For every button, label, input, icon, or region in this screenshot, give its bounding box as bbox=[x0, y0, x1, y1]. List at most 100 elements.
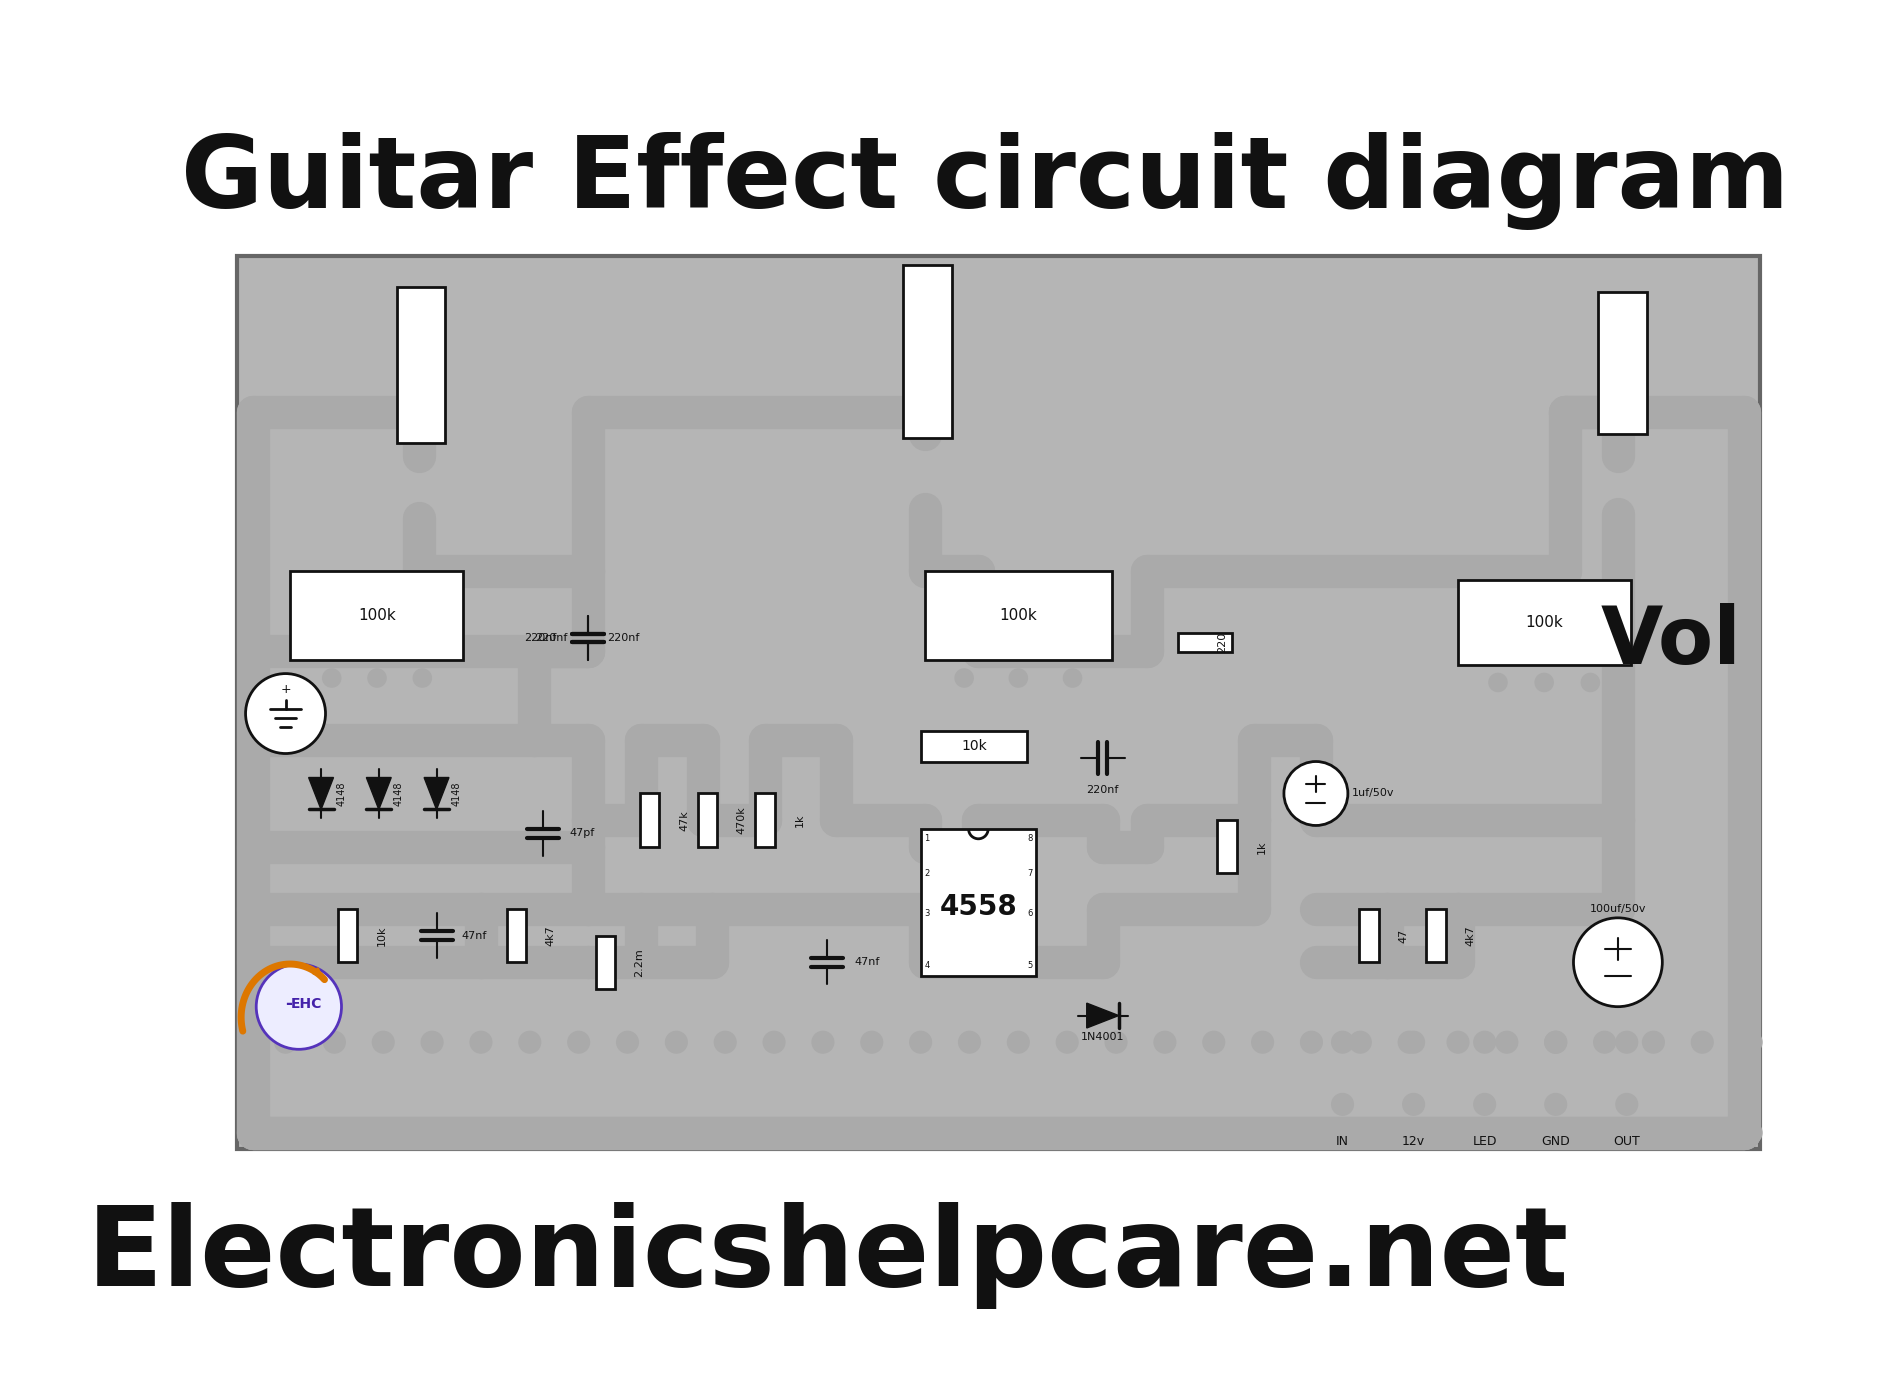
Bar bbox=[926, 571, 1112, 660]
Circle shape bbox=[967, 641, 988, 662]
Circle shape bbox=[1250, 1122, 1275, 1144]
Circle shape bbox=[256, 965, 341, 1049]
Circle shape bbox=[1243, 809, 1265, 831]
Text: 220nf: 220nf bbox=[1087, 784, 1119, 795]
Circle shape bbox=[1136, 809, 1157, 831]
Circle shape bbox=[1607, 400, 1628, 423]
Circle shape bbox=[1607, 809, 1628, 831]
Circle shape bbox=[1377, 952, 1398, 973]
Bar bbox=[1178, 632, 1231, 652]
Circle shape bbox=[967, 837, 988, 858]
Circle shape bbox=[1203, 1122, 1225, 1144]
Text: 10k: 10k bbox=[962, 739, 986, 753]
Circle shape bbox=[1544, 1030, 1567, 1054]
Text: EHC: EHC bbox=[290, 997, 322, 1011]
Bar bbox=[1427, 909, 1446, 962]
Polygon shape bbox=[309, 777, 334, 809]
Bar bbox=[1459, 580, 1631, 664]
Circle shape bbox=[1398, 1122, 1421, 1144]
Bar bbox=[596, 935, 615, 988]
Circle shape bbox=[1447, 1122, 1470, 1144]
Text: 4558: 4558 bbox=[939, 892, 1017, 920]
Circle shape bbox=[1607, 445, 1628, 467]
Circle shape bbox=[1690, 1122, 1713, 1144]
Text: Guitar Effect circuit diagram: Guitar Effect circuit diagram bbox=[182, 132, 1789, 229]
Circle shape bbox=[1474, 1122, 1497, 1144]
Text: 12v: 12v bbox=[1402, 1136, 1425, 1148]
Circle shape bbox=[408, 507, 429, 528]
Text: Vol: Vol bbox=[1601, 603, 1741, 681]
Circle shape bbox=[1093, 952, 1114, 973]
Circle shape bbox=[1402, 1093, 1425, 1116]
Circle shape bbox=[1447, 952, 1468, 973]
Text: 10k: 10k bbox=[378, 926, 387, 945]
Circle shape bbox=[967, 809, 988, 831]
Circle shape bbox=[812, 1030, 835, 1054]
Circle shape bbox=[713, 1030, 736, 1054]
Circle shape bbox=[1284, 762, 1349, 826]
Text: LED: LED bbox=[1472, 1136, 1497, 1148]
Bar bbox=[237, 256, 1760, 1148]
Circle shape bbox=[1250, 1030, 1275, 1054]
Circle shape bbox=[1007, 1122, 1030, 1144]
Circle shape bbox=[909, 1122, 931, 1144]
Circle shape bbox=[1474, 1093, 1497, 1116]
Text: 1: 1 bbox=[924, 834, 930, 844]
Circle shape bbox=[1055, 1030, 1079, 1054]
Circle shape bbox=[1062, 669, 1083, 688]
Circle shape bbox=[408, 445, 429, 467]
Circle shape bbox=[368, 669, 387, 688]
Circle shape bbox=[617, 1030, 639, 1054]
Text: 47nf: 47nf bbox=[461, 931, 488, 941]
Circle shape bbox=[1614, 1122, 1639, 1144]
Text: GND: GND bbox=[1542, 1136, 1571, 1148]
Bar bbox=[1599, 292, 1647, 434]
Bar bbox=[506, 909, 525, 962]
Circle shape bbox=[243, 837, 264, 858]
Circle shape bbox=[1593, 1030, 1616, 1054]
Circle shape bbox=[914, 898, 935, 920]
Circle shape bbox=[1136, 837, 1157, 858]
Text: 5: 5 bbox=[1028, 962, 1032, 970]
Circle shape bbox=[1136, 560, 1157, 582]
Polygon shape bbox=[425, 777, 450, 809]
Text: 47: 47 bbox=[1398, 929, 1408, 942]
Circle shape bbox=[1573, 917, 1662, 1006]
Circle shape bbox=[763, 1122, 785, 1144]
Bar bbox=[920, 731, 1026, 762]
Text: 1k: 1k bbox=[795, 813, 804, 827]
Circle shape bbox=[812, 1122, 835, 1144]
Circle shape bbox=[1349, 1030, 1372, 1054]
Text: IN: IN bbox=[1335, 1136, 1349, 1148]
Text: 220nf: 220nf bbox=[535, 632, 567, 644]
Text: 47k: 47k bbox=[679, 810, 689, 830]
Bar bbox=[338, 909, 357, 962]
Bar bbox=[639, 794, 660, 847]
Circle shape bbox=[243, 898, 264, 920]
Circle shape bbox=[755, 730, 776, 751]
Circle shape bbox=[577, 837, 598, 858]
Circle shape bbox=[914, 560, 935, 582]
Circle shape bbox=[755, 809, 776, 831]
Circle shape bbox=[1402, 1030, 1425, 1054]
Text: +: + bbox=[281, 682, 290, 696]
Circle shape bbox=[859, 1030, 884, 1054]
Circle shape bbox=[322, 669, 341, 688]
Circle shape bbox=[412, 669, 433, 688]
Circle shape bbox=[469, 1030, 493, 1054]
Circle shape bbox=[469, 1122, 493, 1144]
Bar bbox=[920, 828, 1036, 976]
Circle shape bbox=[1614, 1093, 1639, 1116]
Circle shape bbox=[914, 952, 935, 973]
Circle shape bbox=[1447, 1030, 1470, 1054]
Circle shape bbox=[1104, 1122, 1127, 1144]
Circle shape bbox=[1093, 837, 1114, 858]
Circle shape bbox=[243, 730, 264, 751]
Text: 4148: 4148 bbox=[336, 781, 345, 806]
Circle shape bbox=[713, 1122, 736, 1144]
Circle shape bbox=[1740, 1030, 1762, 1054]
Circle shape bbox=[1093, 809, 1114, 831]
Polygon shape bbox=[366, 777, 391, 809]
Text: 2: 2 bbox=[924, 869, 930, 878]
Circle shape bbox=[567, 1122, 590, 1144]
